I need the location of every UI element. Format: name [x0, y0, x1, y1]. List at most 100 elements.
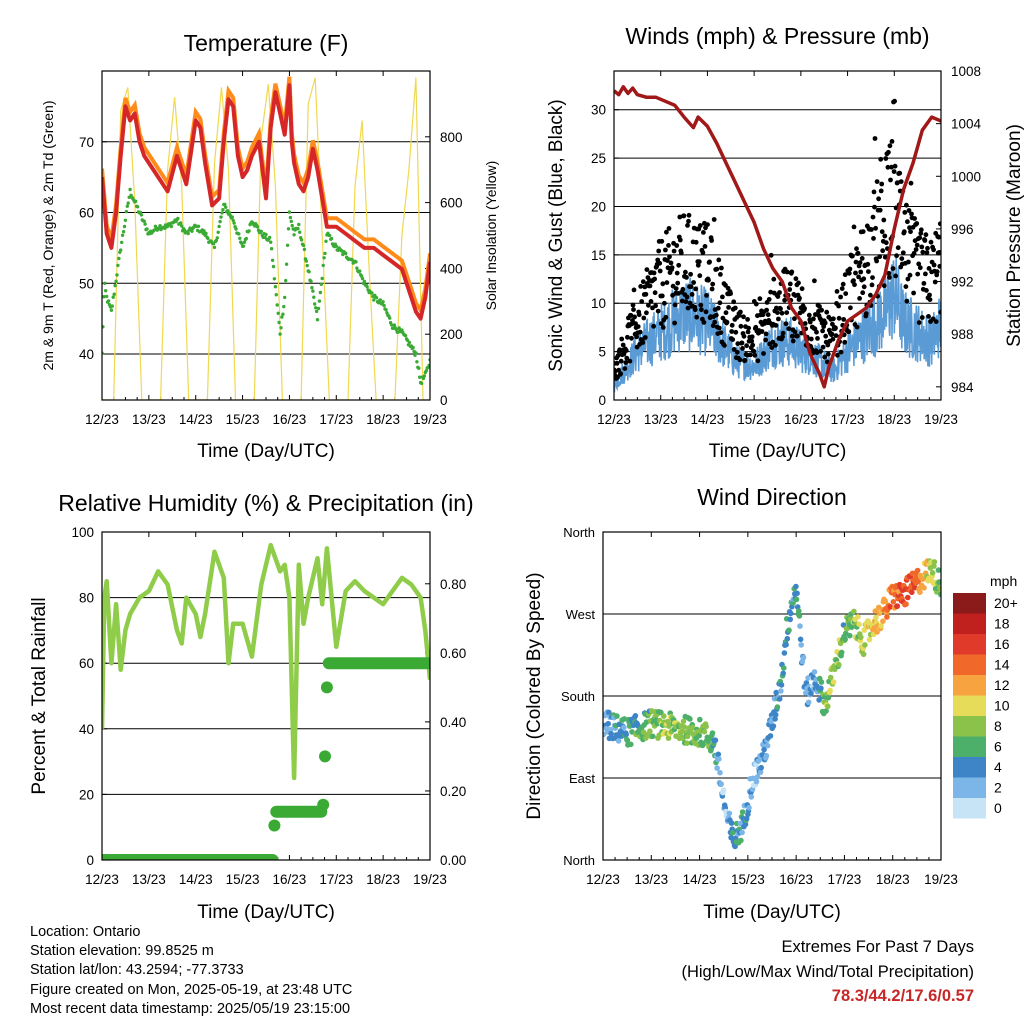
- gust-point: [658, 321, 664, 326]
- gust-point: [894, 253, 899, 259]
- gust-point: [675, 280, 681, 286]
- dewpoint-point: [180, 224, 184, 228]
- gust-point: [623, 360, 629, 365]
- station-elevation: Station elevation: 99.8525 m: [30, 943, 214, 960]
- gust-point: [663, 314, 669, 320]
- gust-point: [773, 342, 778, 348]
- right-tick-label: 200: [440, 327, 463, 342]
- dewpoint-point: [244, 236, 248, 241]
- direction-point: [858, 634, 864, 641]
- direction-point: [701, 728, 708, 735]
- direction-point: [842, 636, 848, 642]
- gust-point: [898, 179, 904, 185]
- gust-point: [777, 290, 782, 295]
- gust-point: [627, 358, 633, 364]
- dewpoint-point: [125, 204, 129, 208]
- gust-point: [822, 354, 828, 360]
- gust-point: [769, 345, 775, 350]
- direction-point: [739, 829, 745, 836]
- x-tick-label: 18/23: [366, 872, 400, 887]
- dewpoint-point: [311, 289, 315, 293]
- legend-label: 6: [994, 739, 1002, 755]
- dewpoint-point: [276, 311, 280, 315]
- x-tick-label: 14/23: [691, 412, 725, 427]
- dewpoint-point: [104, 289, 108, 293]
- dewpoint-point: [113, 283, 117, 288]
- gust-point: [739, 340, 745, 346]
- direction-point: [905, 594, 911, 601]
- direction-point: [624, 737, 631, 744]
- legend-swatch: [953, 695, 986, 716]
- direction-point: [681, 724, 687, 730]
- gust-point: [873, 225, 878, 231]
- gust-point: [911, 290, 916, 296]
- direction-point: [915, 578, 921, 585]
- dewpoint-point: [204, 231, 208, 236]
- dewpoint-point: [407, 340, 412, 345]
- gust-point: [937, 221, 941, 227]
- gust-point: [883, 156, 889, 161]
- gust-point: [635, 324, 641, 329]
- gust-point: [833, 325, 838, 331]
- dewpoint-point: [190, 229, 194, 233]
- gust-point: [776, 316, 781, 322]
- dewpoint-point: [247, 229, 251, 233]
- dewpoint-point: [422, 374, 427, 378]
- direction-point: [818, 679, 825, 685]
- gust-point: [671, 248, 677, 254]
- gust-point: [919, 244, 925, 250]
- direction-point: [680, 718, 687, 725]
- gust-point: [888, 177, 893, 183]
- dewpoint-point: [206, 236, 210, 241]
- gust-point: [659, 293, 665, 299]
- dewpoint-point: [273, 285, 278, 289]
- relative-humidity-line: [102, 542, 430, 781]
- gust-point: [688, 284, 694, 290]
- gust-point: [678, 250, 684, 256]
- temperature-panel: Temperature (F) Time (Day/UTC) 2m & 9m T (…: [40, 30, 499, 462]
- gust-point: [834, 289, 840, 294]
- gust-point: [779, 310, 785, 316]
- solar-insolation-line: [102, 77, 430, 400]
- dewpoint-point: [272, 277, 277, 281]
- gust-point: [901, 229, 907, 235]
- gust-point: [653, 303, 658, 309]
- y-tick-label: 60: [79, 206, 94, 221]
- gust-point: [763, 331, 769, 337]
- dewpoint-point: [280, 315, 284, 319]
- gust-point: [856, 274, 861, 280]
- direction-point: [861, 627, 868, 633]
- panel-title: Winds (mph) & Pressure (mb): [625, 23, 929, 49]
- gust-point: [669, 265, 675, 270]
- legend-swatch: [953, 654, 986, 675]
- gust-point: [857, 260, 863, 265]
- gust-point: [918, 227, 924, 233]
- direction-point: [772, 716, 778, 722]
- x-tick-label: 14/23: [683, 872, 717, 887]
- pressure-line: [614, 85, 941, 389]
- gust-point: [749, 338, 755, 344]
- gust-point: [889, 164, 894, 170]
- gust-point: [659, 238, 665, 244]
- gust-point: [752, 352, 758, 358]
- gust-point: [846, 270, 852, 276]
- dewpoint-point: [384, 308, 388, 312]
- dewpoint-point: [279, 326, 283, 330]
- y-tick-label: 30: [591, 103, 606, 118]
- direction-point: [767, 733, 774, 739]
- gust-point: [874, 179, 880, 185]
- gust-point: [623, 348, 629, 353]
- gust-point: [878, 156, 884, 162]
- legend-label: 16: [994, 636, 1010, 652]
- gust-point: [662, 300, 667, 306]
- gust-point: [718, 330, 724, 335]
- gust-point: [639, 299, 645, 304]
- gust-point: [732, 305, 738, 311]
- dewpoint-point: [111, 295, 115, 299]
- direction-point: [921, 585, 927, 591]
- dewpoint-point: [344, 251, 348, 256]
- gust-point: [866, 269, 871, 274]
- direction-point: [761, 746, 767, 753]
- legend-label: 20+: [994, 595, 1018, 611]
- gust-point: [790, 338, 796, 344]
